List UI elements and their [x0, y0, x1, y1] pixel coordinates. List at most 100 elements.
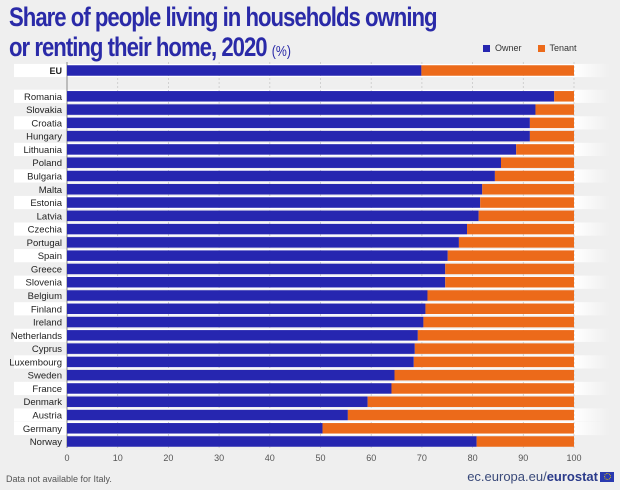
bar-owner-lithuania — [67, 144, 517, 155]
x-tick-label: 50 — [315, 453, 325, 463]
category-label: Romania — [24, 92, 63, 103]
bar-tenant-finland — [425, 303, 574, 315]
bar-tenant-malta — [482, 184, 574, 195]
bar-owner-sweden — [67, 369, 395, 381]
category-label: Norway — [30, 437, 62, 448]
bar-tenant-denmark — [367, 396, 574, 407]
category-label: Ireland — [33, 318, 62, 329]
category-label: Netherlands — [11, 331, 62, 342]
legend-item-tenant: Tenant — [537, 43, 577, 53]
bar-owner-finland — [67, 303, 426, 315]
bar-owner-czechia — [67, 223, 468, 235]
category-label: France — [32, 384, 62, 395]
bar-tenant-netherlands — [417, 330, 574, 341]
category-label: Denmark — [23, 397, 62, 408]
bar-owner-hungary — [67, 130, 530, 142]
bar-tenant-luxembourg — [413, 356, 574, 368]
bar-owner-eu — [67, 65, 422, 76]
category-label: Austria — [32, 411, 62, 422]
bar-tenant-eu — [421, 65, 574, 76]
bar-owner-poland — [67, 157, 501, 168]
category-label: Slovenia — [26, 278, 63, 289]
bar-tenant-czechia — [467, 223, 574, 235]
bar-tenant-romania — [554, 91, 574, 102]
bar-owner-estonia — [67, 197, 481, 208]
category-label: Luxembourg — [9, 357, 62, 368]
chart-unit: (%) — [271, 43, 291, 60]
bar-owner-denmark — [67, 396, 368, 407]
bar-owner-slovakia — [67, 104, 536, 115]
bar-owner-norway — [67, 436, 477, 447]
bar-tenant-slovenia — [445, 276, 574, 288]
bar-owner-croatia — [67, 117, 530, 129]
bar-owner-luxembourg — [67, 356, 414, 368]
bar-owner-spain — [67, 250, 448, 261]
bar-tenant-ireland — [423, 316, 574, 328]
bar-tenant-belgium — [427, 290, 574, 301]
bar-owner-france — [67, 383, 392, 394]
x-tick-label: 80 — [468, 453, 478, 463]
x-tick-label: 10 — [113, 453, 123, 463]
legend-label-owner: Owner — [495, 43, 522, 53]
bar-tenant-latvia — [478, 210, 574, 222]
category-label: Estonia — [30, 198, 62, 209]
bar-owner-belgium — [67, 290, 428, 301]
bar-tenant-germany — [322, 423, 574, 434]
category-label: Sweden — [28, 371, 62, 382]
chart-title-line2-text: or renting their home, 2020 — [9, 32, 268, 62]
category-label: Spain — [38, 251, 62, 262]
bar-owner-latvia — [67, 210, 479, 222]
x-tick-label: 20 — [163, 453, 173, 463]
bar-owner-cyprus — [67, 343, 415, 354]
brand-prefix: ec.europa.eu/ — [467, 469, 547, 484]
chart-title-line2: or renting their home, 2020 (%) — [9, 32, 437, 67]
bar-tenant-estonia — [480, 197, 574, 208]
legend-label-tenant: Tenant — [549, 43, 577, 53]
bar-owner-malta — [67, 184, 483, 195]
category-label: Croatia — [31, 118, 62, 129]
bar-owner-austria — [67, 409, 348, 421]
category-label: Cyprus — [32, 344, 62, 355]
category-label: EU — [49, 66, 62, 76]
bar-tenant-portugal — [458, 237, 574, 248]
legend-item-owner: Owner — [483, 43, 522, 53]
category-label: Hungary — [26, 132, 62, 143]
eurostat-link[interactable]: ec.europa.eu/eurostat — [467, 469, 614, 484]
x-tick-label: 40 — [265, 453, 275, 463]
bar-tenant-spain — [447, 250, 574, 261]
bar-owner-germany — [67, 423, 323, 434]
bar-tenant-france — [391, 383, 574, 394]
bar-owner-ireland — [67, 316, 424, 328]
category-label: Belgium — [28, 291, 62, 302]
category-label: Greece — [31, 264, 62, 275]
category-label: Latvia — [37, 211, 63, 222]
legend-swatch-owner — [483, 44, 490, 52]
category-label: Portugal — [27, 238, 62, 249]
footer-note: Data not available for Italy. — [6, 474, 112, 484]
eu-flag-icon — [600, 471, 614, 482]
bar-tenant-bulgaria — [494, 170, 574, 182]
bar-owner-romania — [67, 91, 555, 102]
bar-owner-portugal — [67, 237, 459, 248]
bar-tenant-austria — [347, 409, 574, 421]
category-label: Germany — [23, 424, 62, 435]
x-tick-label: 60 — [366, 453, 376, 463]
category-label: Lithuania — [23, 145, 62, 156]
legend-swatch-tenant — [537, 44, 545, 52]
brand-name: eurostat — [546, 469, 598, 484]
bar-tenant-cyprus — [414, 343, 574, 354]
bar-tenant-greece — [445, 263, 574, 275]
chart-title-line1: Share of people living in households own… — [9, 2, 438, 32]
x-tick-label: 90 — [518, 453, 528, 463]
bar-tenant-norway — [476, 436, 574, 447]
category-label: Finland — [31, 304, 62, 315]
legend: Owner Tenant — [483, 43, 577, 53]
category-label: Bulgaria — [27, 171, 63, 182]
bar-tenant-sweden — [394, 369, 574, 381]
bar-tenant-poland — [500, 157, 574, 168]
bar-tenant-slovakia — [535, 104, 574, 115]
bar-owner-bulgaria — [67, 170, 495, 182]
category-label: Malta — [39, 185, 63, 196]
bar-owner-slovenia — [67, 276, 446, 288]
